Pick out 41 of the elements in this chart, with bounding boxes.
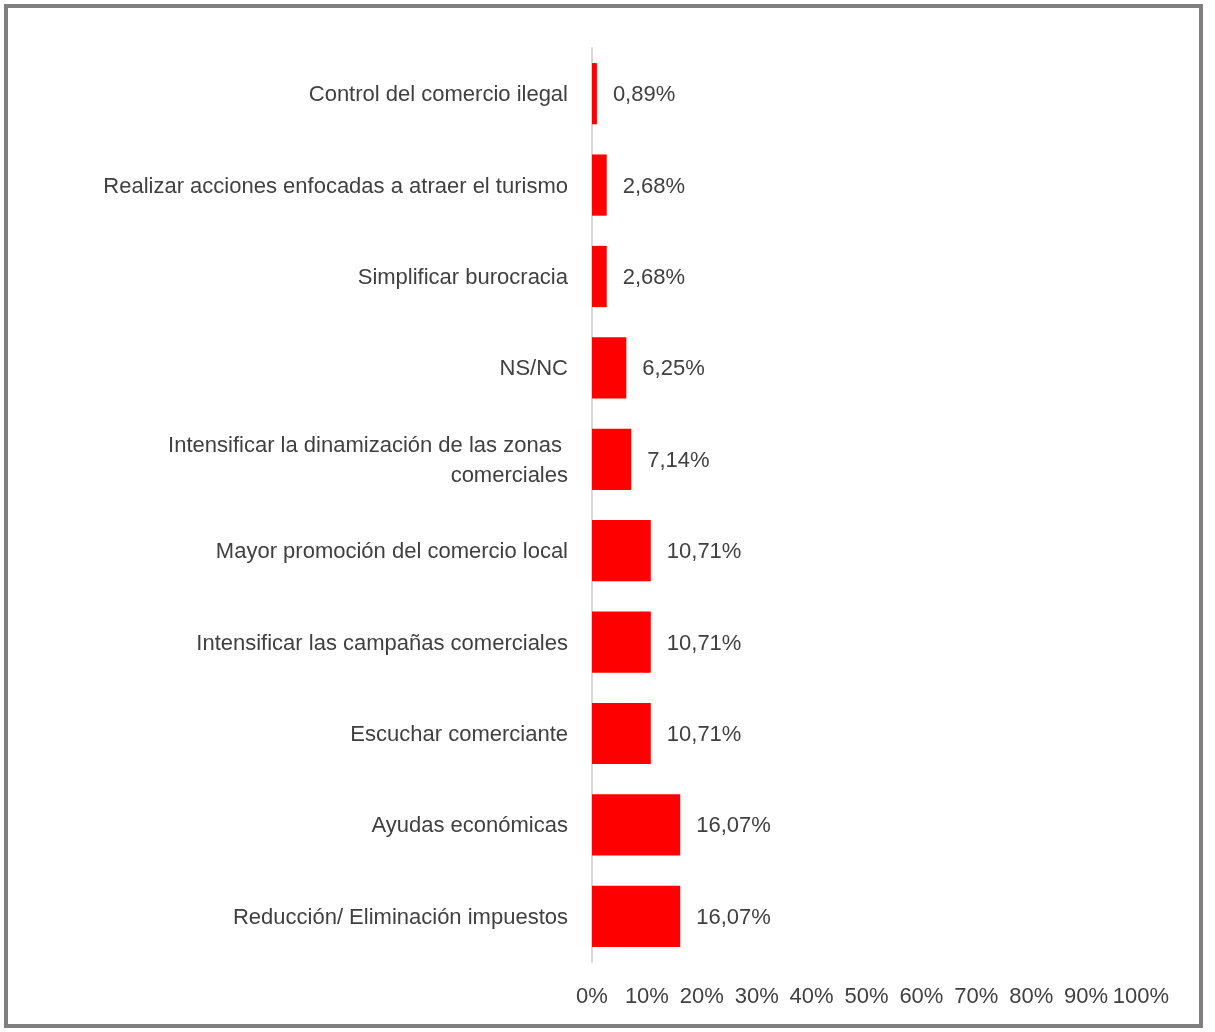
x-tick-label: 10% <box>624 982 669 1008</box>
data-label: 0,89% <box>612 81 676 107</box>
data-label: 10,71% <box>666 538 742 564</box>
bar <box>592 702 651 765</box>
bar <box>592 520 651 582</box>
y-tick-label: NS/NC <box>499 355 569 381</box>
x-tick-label: 60% <box>899 982 944 1008</box>
y-tick-label: Escuchar comerciante <box>350 721 568 746</box>
data-label: 16,07% <box>696 812 771 838</box>
y-tick-label: Simplificar burocracia <box>357 264 569 289</box>
x-tick-label: 0% <box>576 982 608 1008</box>
bar <box>592 337 627 399</box>
data-label: 6,25% <box>642 355 705 381</box>
x-tick-label: 20% <box>679 982 724 1008</box>
x-tick-label: 50% <box>844 982 889 1008</box>
y-tick-label: Intensificar la dinamización de las zonas comerciales <box>168 431 568 487</box>
x-tick-label: 70% <box>954 982 999 1008</box>
y-tick-label: Realizar acciones enfocadas a atraer el turismo <box>103 172 568 198</box>
data-label: 7,14% <box>647 446 710 472</box>
data-label: 2,68% <box>622 264 686 289</box>
x-tick-label: 80% <box>1009 982 1054 1008</box>
data-label: 10,71% <box>666 721 742 746</box>
bar <box>592 794 681 856</box>
bar <box>592 245 607 308</box>
bar <box>592 885 681 947</box>
bar <box>592 154 607 216</box>
bar <box>592 428 632 490</box>
x-tick-label: 100% <box>1112 982 1170 1008</box>
data-label: 16,07% <box>696 903 771 929</box>
bar <box>592 63 597 125</box>
data-label: 2,68% <box>622 172 686 198</box>
x-tick-label: 90% <box>1064 982 1109 1008</box>
y-tick-label: Mayor promoción del comercio local <box>215 538 568 564</box>
y-tick-label: Intensificar las campañas comerciales <box>196 629 568 655</box>
data-label: 10,71% <box>666 629 742 655</box>
x-tick-label: 40% <box>789 982 834 1008</box>
y-tick-label: Ayudas económicas <box>371 812 568 838</box>
y-tick-label: Control del comercio ilegal <box>308 81 568 107</box>
bar <box>592 611 651 673</box>
x-tick-label: 30% <box>734 982 779 1008</box>
y-tick-label: Reducción/ Eliminación impuestos <box>232 903 568 929</box>
